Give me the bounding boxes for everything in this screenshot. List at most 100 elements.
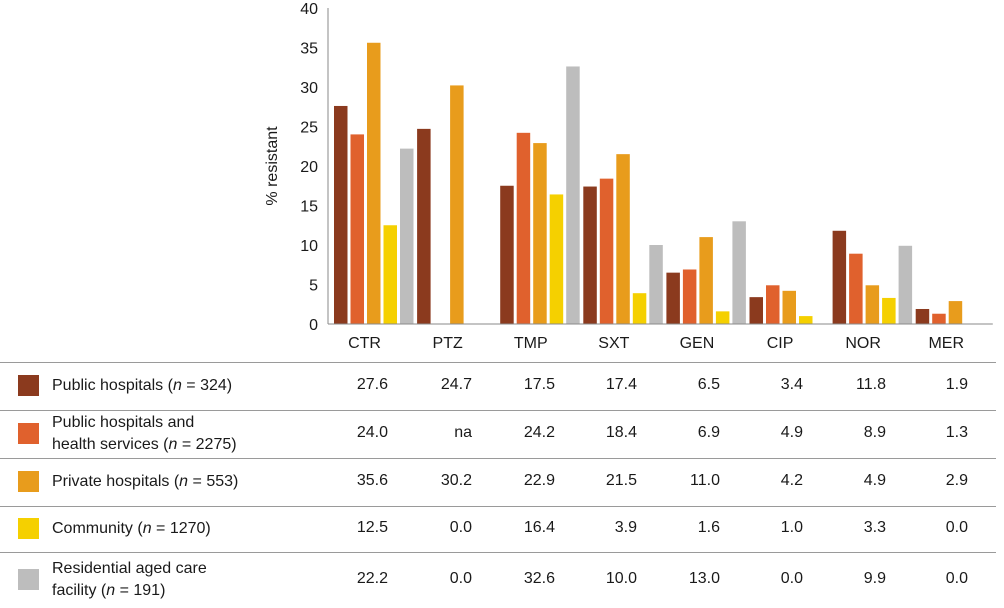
table-cell: 3.3 <box>863 519 886 536</box>
bar <box>549 194 564 324</box>
table-cell: 24.0 <box>356 424 388 441</box>
legend-swatch <box>18 423 39 444</box>
legend-label-text: Private hospitals ( <box>52 473 180 490</box>
bar <box>699 237 713 324</box>
legend-label-count: = 553) <box>188 473 239 490</box>
legend-label-text: health services ( <box>52 436 169 453</box>
table-cell: 24.7 <box>440 376 472 393</box>
table-cell: 8.9 <box>863 424 886 441</box>
table-cell: 30.2 <box>440 472 472 489</box>
bar <box>417 128 431 324</box>
table-cell: 24.2 <box>523 424 555 441</box>
bar <box>616 154 630 324</box>
y-axis-label: % resistant <box>264 126 281 206</box>
bar <box>450 85 464 324</box>
table-cell: 11.8 <box>856 376 886 393</box>
y-tick-label: 25 <box>300 120 318 137</box>
table-cell: 9.9 <box>863 570 886 587</box>
legend-label-count: = 2275) <box>177 436 237 453</box>
row-divider <box>0 362 996 363</box>
bar <box>849 253 863 324</box>
bar <box>682 269 697 324</box>
bar <box>367 42 381 324</box>
bar <box>500 185 514 324</box>
bar <box>898 245 913 324</box>
bar <box>766 285 780 324</box>
legend-label-n: n <box>179 473 189 490</box>
table-cell: 6.5 <box>697 376 720 393</box>
legend-label: Public hospitals and health services (n =… <box>52 412 237 456</box>
x-tick-label: TMP <box>514 335 548 352</box>
bar <box>632 293 647 324</box>
legend-label: Public hospitals (n = 324) <box>52 375 232 397</box>
table-cell: 21.5 <box>605 472 637 489</box>
table-cell: 22.9 <box>523 472 555 489</box>
y-tick-label: 30 <box>300 80 318 97</box>
legend-label-n: n <box>106 582 116 599</box>
legend-swatch <box>18 518 39 539</box>
table-cell: 17.4 <box>605 376 637 393</box>
legend-swatch <box>18 375 39 396</box>
table-cell: 4.9 <box>863 472 886 489</box>
table-cell: 0.0 <box>945 570 968 587</box>
y-tick-label: 40 <box>300 1 318 18</box>
legend-label-count: = 324) <box>181 377 233 394</box>
row-divider <box>0 458 996 459</box>
table-cell: 0.0 <box>449 519 472 536</box>
bar <box>865 285 880 324</box>
y-tick-label: 5 <box>309 278 318 295</box>
legend-label-text: Community ( <box>52 520 143 537</box>
table-cell: 35.6 <box>356 472 388 489</box>
y-tick-label: 20 <box>300 159 318 176</box>
row-divider <box>0 410 996 411</box>
legend-label-n: n <box>172 377 182 394</box>
table-cell: 0.0 <box>780 570 803 587</box>
legend-label-count: = 1270) <box>151 520 211 537</box>
y-tick-label: 35 <box>300 41 318 58</box>
y-tick-label: 0 <box>309 317 318 334</box>
legend-swatch <box>18 569 39 590</box>
table-cell: 6.9 <box>697 424 720 441</box>
bar <box>350 134 364 324</box>
bar <box>732 221 746 324</box>
legend-label-count: = 191) <box>115 582 166 599</box>
bar <box>799 316 813 324</box>
legend-label: Private hospitals (n = 553) <box>52 471 238 493</box>
legend-label-text: facility ( <box>52 582 107 599</box>
x-tick-label: CTR <box>348 335 381 352</box>
legend-label-line: Residential aged care <box>52 560 207 577</box>
table-cell: 3.9 <box>614 519 637 536</box>
table-cell: 0.0 <box>945 519 968 536</box>
bar <box>715 311 730 324</box>
table-cell: 27.6 <box>356 376 388 393</box>
bar <box>383 225 397 324</box>
bar <box>533 143 547 324</box>
bar <box>666 272 680 324</box>
table-cell: 1.6 <box>697 519 720 536</box>
bar <box>400 148 414 324</box>
x-tick-label: GEN <box>680 335 715 352</box>
bar <box>932 313 946 324</box>
table-cell: 10.0 <box>605 570 637 587</box>
x-tick-label: CIP <box>767 335 794 352</box>
row-divider <box>0 552 996 553</box>
row-divider <box>0 506 996 507</box>
bar <box>334 105 348 325</box>
table-cell: 4.9 <box>780 424 803 441</box>
legend-swatch <box>18 471 39 492</box>
table-cell: 3.4 <box>780 376 803 393</box>
x-tick-label: MER <box>928 335 964 352</box>
bar <box>649 245 663 324</box>
table-cell: 11.0 <box>690 472 720 489</box>
table-cell: 12.5 <box>356 519 388 536</box>
x-tick-label: PTZ <box>433 335 463 352</box>
bar <box>599 178 614 324</box>
bar <box>782 290 796 324</box>
bar <box>516 132 531 324</box>
table-cell: 1.0 <box>780 519 803 536</box>
legend-label-n: n <box>168 436 178 453</box>
table-cell: 0.0 <box>449 570 472 587</box>
bar <box>583 186 597 324</box>
bar <box>832 230 847 324</box>
legend-label-n: n <box>142 520 152 537</box>
